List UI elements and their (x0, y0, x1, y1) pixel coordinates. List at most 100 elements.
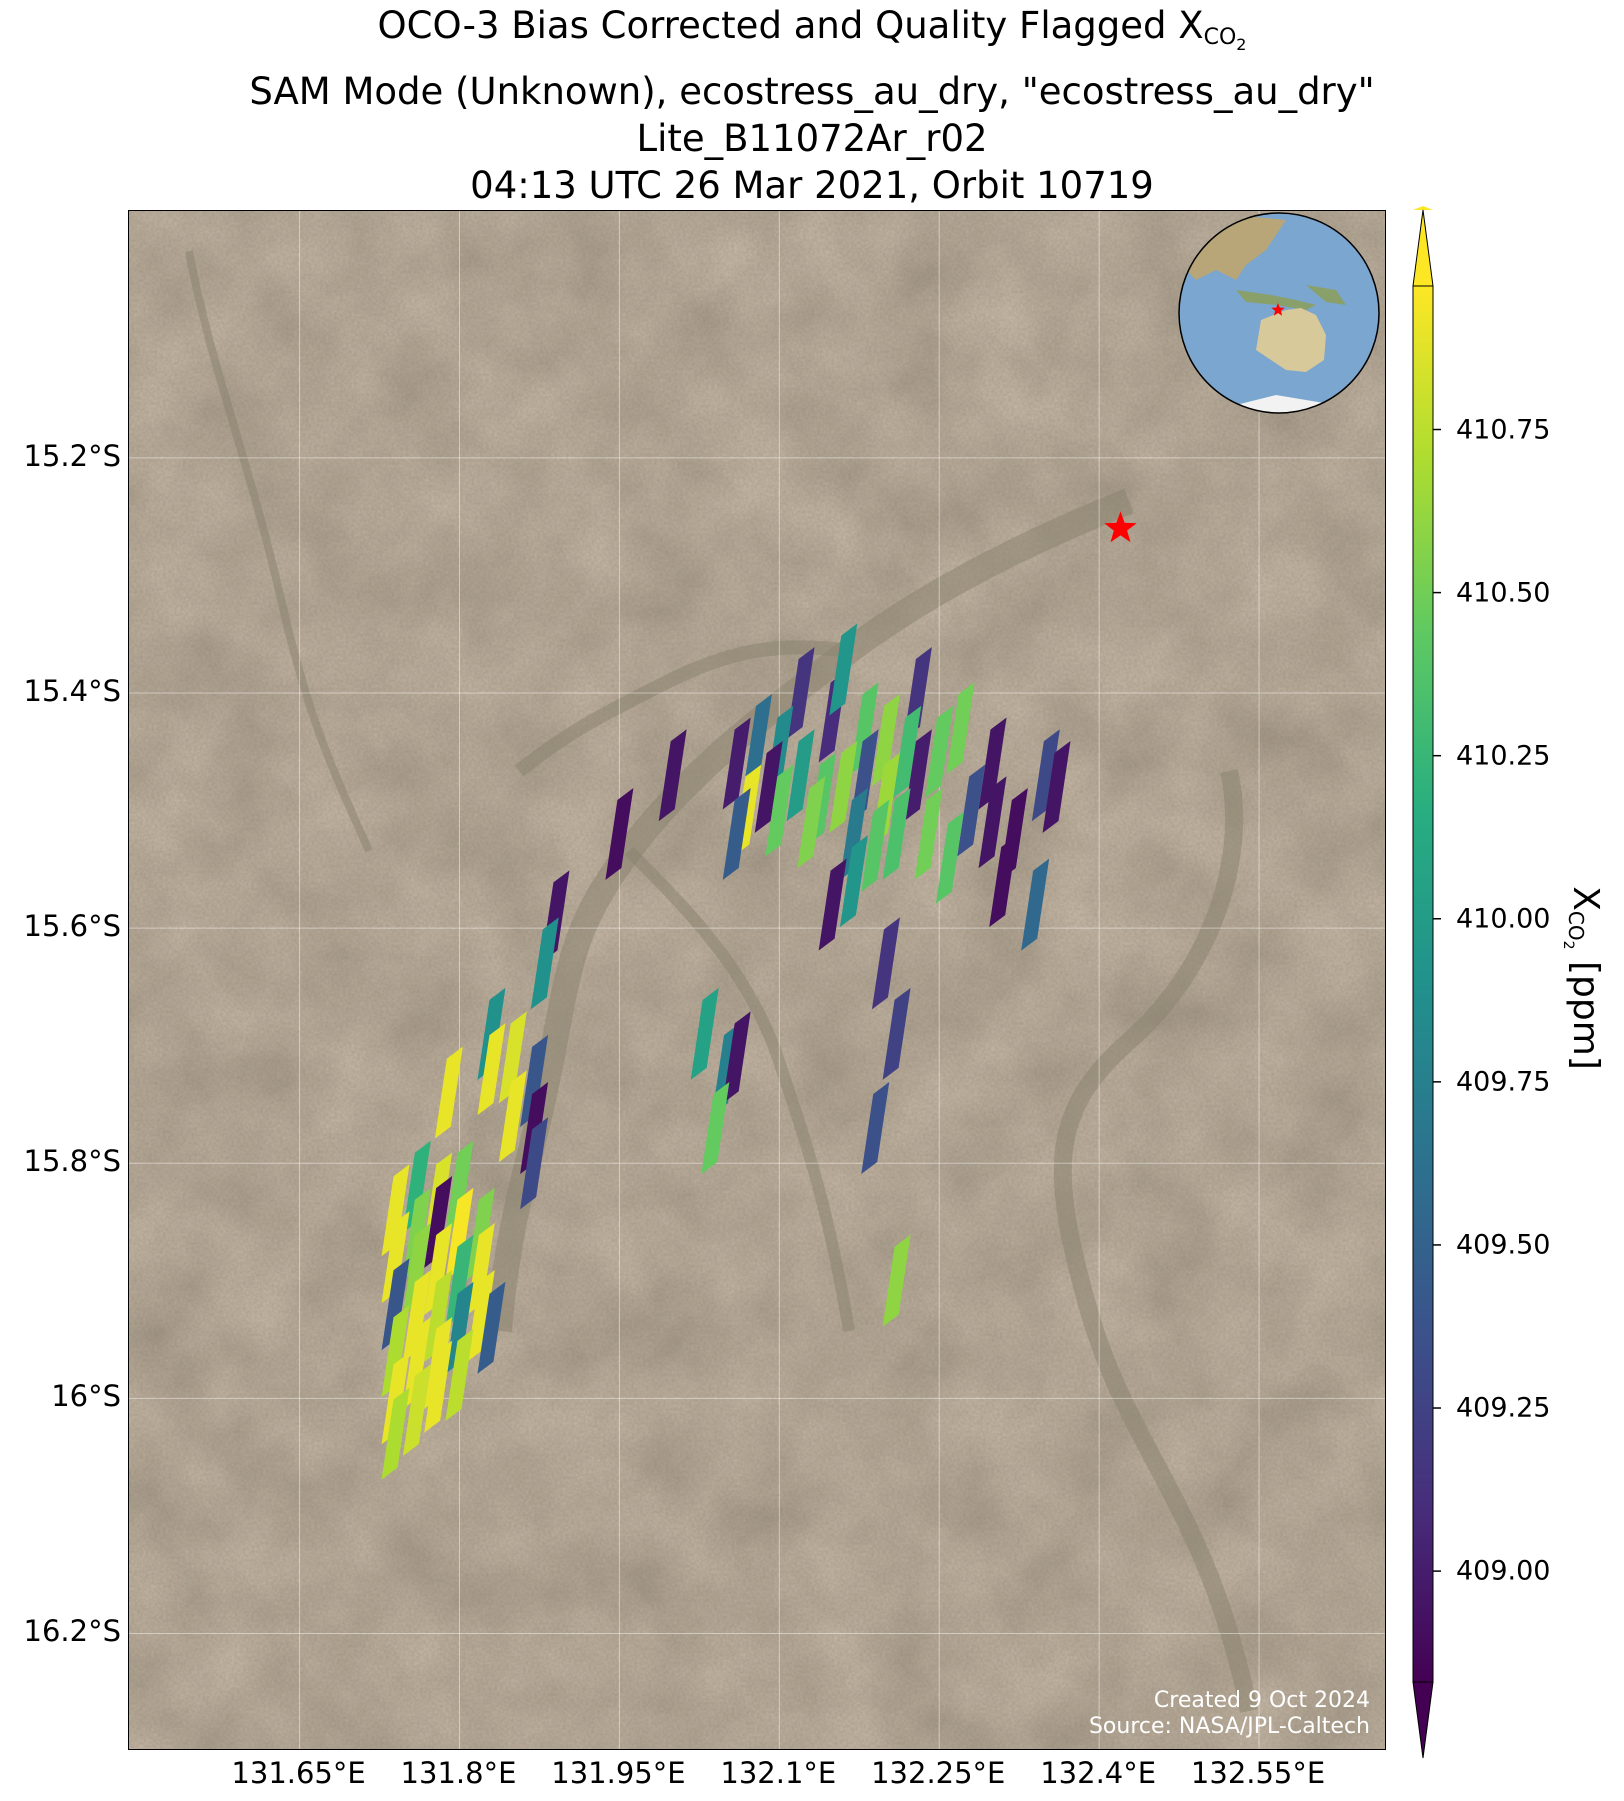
sounding-footprint (498, 1070, 527, 1163)
globe-indonesia (1236, 290, 1316, 310)
lat-tick-label: 15.4°S (23, 673, 121, 708)
colorbar-tick-label: 409.00 (1456, 1555, 1551, 1587)
sounding-footprint (402, 1317, 431, 1410)
sounding-footprint (381, 1305, 410, 1398)
sounding-footprint (402, 1364, 431, 1457)
cb-title-sub-co: CO (1564, 910, 1588, 941)
sounding-footprint (445, 1328, 474, 1421)
sounding-footprint (839, 788, 868, 881)
colorbar-tick-label: 410.25 (1456, 740, 1551, 772)
sounding-footprint (605, 788, 634, 881)
title-line-4: 04:13 UTC 26 Mar 2021, Orbit 10719 (470, 164, 1154, 207)
sounding-footprint (445, 1281, 474, 1374)
sounding-footprint (978, 776, 1007, 869)
colorbar-extend-max (1413, 206, 1433, 210)
title-line-2: SAM Mode (Unknown), ecostress_au_dry, "e… (249, 70, 1375, 113)
lat-tick-label: 15.6°S (23, 909, 121, 944)
sounding-footprint (722, 788, 751, 881)
inset-globe (1178, 212, 1380, 414)
sounding-footprint (818, 858, 847, 951)
inset-target-star (1271, 303, 1285, 316)
sounding-footprint (424, 1223, 453, 1316)
sounding-footprint (445, 1187, 474, 1280)
sounding-footprint (477, 1023, 506, 1116)
lon-tick-label: 132.1°E (720, 1756, 837, 1790)
title-subscript: CO2 (1203, 25, 1247, 54)
colorbar (1412, 206, 1441, 1759)
sounding-footprint (893, 705, 922, 798)
sounding-footprint (989, 835, 1018, 928)
lon-tick-label: 132.4°E (1040, 1756, 1157, 1790)
globe-antarctica (1206, 395, 1346, 413)
graticule (129, 211, 1385, 1749)
sounding-footprint (946, 682, 975, 775)
sounding-footprint (381, 1211, 410, 1304)
sounding-footprint (882, 1234, 911, 1327)
sounding-footprint (722, 1011, 751, 1104)
sounding-footprint (871, 694, 900, 787)
sounding-footprint (935, 811, 964, 904)
colorbar-tick-label: 409.50 (1456, 1229, 1551, 1261)
sounding-footprint (466, 1223, 495, 1316)
sounding-footprint (903, 729, 932, 822)
sounding-footprint (925, 705, 954, 798)
sounding-footprint (520, 1117, 549, 1210)
sounding-footprint (978, 717, 1007, 810)
sounding-footprint (381, 1258, 410, 1351)
sounding-footprint (658, 729, 687, 822)
sounding-footprint (754, 741, 783, 834)
sounding-footprint (797, 776, 826, 869)
sounding-footprint (744, 694, 772, 787)
colorbar-title: XCO2 [ppm] (1560, 886, 1606, 1070)
colorbar-tick-label: 409.25 (1456, 1392, 1551, 1424)
lon-tick-label: 132.55°E (1190, 1756, 1326, 1790)
lon-tick-label: 131.8°E (400, 1756, 517, 1790)
sounding-footprint (434, 1046, 463, 1139)
lon-tick-label: 131.95°E (551, 1756, 686, 1790)
lon-tick-label: 131.65°E (231, 1756, 366, 1790)
basemap-grain (129, 211, 1385, 1749)
sounding-footprint (1042, 741, 1071, 834)
colorbar-bottom-arrow (1412, 1681, 1434, 1759)
sounding-footprint (690, 987, 719, 1080)
map-panel (128, 210, 1386, 1750)
title-line-1: OCO-3 Bias Corrected and Quality Flagged… (0, 2, 1624, 68)
sounding-footprint (402, 1140, 431, 1233)
sounding-footprints (381, 623, 1071, 1480)
sounding-footprint (445, 1140, 474, 1233)
colorbar-top-arrow (1412, 209, 1434, 287)
target-layer (1104, 511, 1137, 543)
sounding-footprint (477, 1281, 506, 1374)
title-sub-co: CO (1203, 25, 1237, 50)
sounding-footprint (381, 1164, 410, 1257)
sounding-footprint (829, 623, 858, 716)
lat-tick-label: 15.2°S (23, 438, 121, 473)
sounding-footprint (530, 917, 559, 1010)
lon-tick-label: 132.25°E (871, 1756, 1006, 1790)
sounding-footprint (839, 835, 868, 928)
sounding-footprint (424, 1270, 453, 1363)
sounding-footprint (466, 1270, 495, 1363)
title-sub-2: 2 (1236, 35, 1247, 54)
lat-tick-label: 16°S (51, 1379, 121, 1414)
sounding-footprint (786, 729, 815, 822)
colorbar-tick-label: 410.50 (1456, 577, 1551, 609)
cb-title-suffix: [ppm] (1565, 949, 1606, 1070)
sounding-footprint (871, 917, 900, 1010)
sounding-footprint (765, 764, 794, 857)
target-star (1104, 511, 1137, 543)
title-prefix: OCO-3 Bias Corrected and Quality Flagged… (377, 4, 1204, 47)
sounding-footprint (701, 1081, 730, 1174)
figure-title: OCO-3 Bias Corrected and Quality Flagged… (0, 2, 1624, 209)
cb-title-sub-2: 2 (1560, 940, 1576, 950)
colorbar-tick-label: 409.75 (1456, 1066, 1551, 1098)
globe-new-guinea (1306, 285, 1346, 305)
sounding-footprint (882, 987, 911, 1080)
lat-tick-label: 16.2°S (23, 1614, 121, 1649)
sounding-footprint (424, 1175, 453, 1268)
sounding-footprint (861, 799, 890, 892)
sounding-footprint (850, 682, 879, 775)
map-svg (129, 211, 1385, 1749)
sounding-footprint (722, 717, 751, 810)
sounding-footprint (914, 788, 943, 881)
